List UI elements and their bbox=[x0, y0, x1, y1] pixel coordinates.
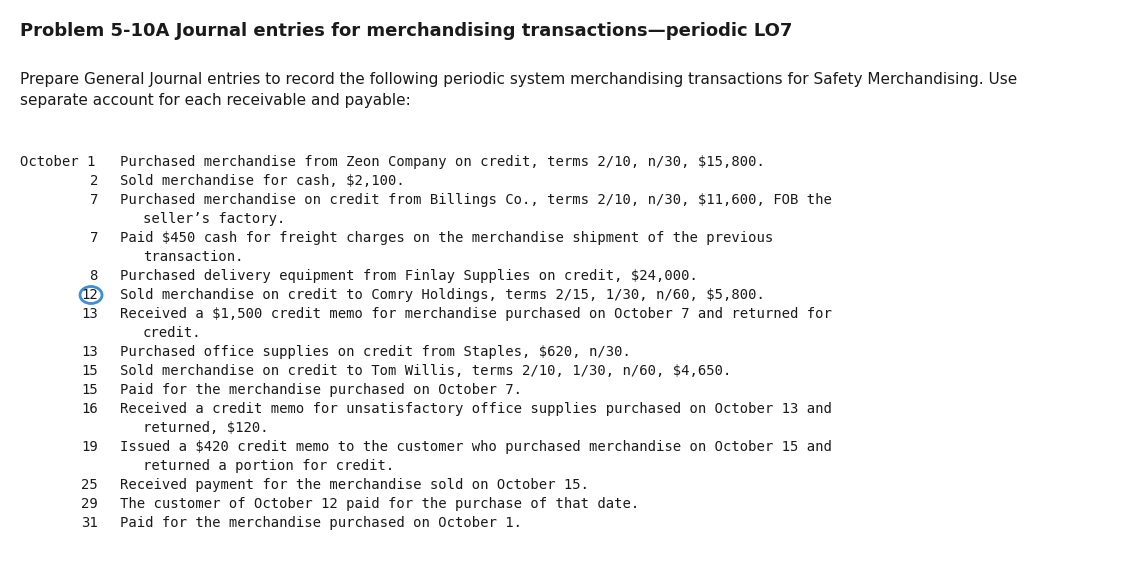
Text: Purchased office supplies on credit from Staples, $620, n/30.: Purchased office supplies on credit from… bbox=[121, 345, 631, 359]
Text: returned a portion for credit.: returned a portion for credit. bbox=[144, 459, 394, 473]
Text: Purchased delivery equipment from Finlay Supplies on credit, $24,000.: Purchased delivery equipment from Finlay… bbox=[121, 269, 698, 283]
Text: 2: 2 bbox=[90, 174, 98, 188]
Text: Paid $450 cash for freight charges on the merchandise shipment of the previous: Paid $450 cash for freight charges on th… bbox=[121, 231, 774, 245]
Text: 7: 7 bbox=[90, 193, 98, 207]
Text: seller’s factory.: seller’s factory. bbox=[144, 212, 286, 226]
Text: Problem 5-10A Journal entries for merchandising transactions—periodic LO7: Problem 5-10A Journal entries for mercha… bbox=[20, 22, 792, 40]
Text: Received payment for the merchandise sold on October 15.: Received payment for the merchandise sol… bbox=[121, 478, 589, 492]
Text: Sold merchandise on credit to Comry Holdings, terms 2/15, 1/30, n/60, $5,800.: Sold merchandise on credit to Comry Hold… bbox=[121, 288, 765, 302]
Text: 19: 19 bbox=[82, 440, 98, 454]
Text: Issued a $420 credit memo to the customer who purchased merchandise on October 1: Issued a $420 credit memo to the custome… bbox=[121, 440, 832, 454]
Text: Purchased merchandise on credit from Billings Co., terms 2/10, n/30, $11,600, FO: Purchased merchandise on credit from Bil… bbox=[121, 193, 832, 207]
Text: Paid for the merchandise purchased on October 7.: Paid for the merchandise purchased on Oc… bbox=[121, 383, 522, 397]
Text: 13: 13 bbox=[82, 307, 98, 321]
Text: Prepare General Journal entries to record the following periodic system merchand: Prepare General Journal entries to recor… bbox=[20, 72, 1017, 108]
Text: credit.: credit. bbox=[144, 326, 202, 340]
Text: Received a $1,500 credit memo for merchandise purchased on October 7 and returne: Received a $1,500 credit memo for mercha… bbox=[121, 307, 832, 321]
Text: Paid for the merchandise purchased on October 1.: Paid for the merchandise purchased on Oc… bbox=[121, 516, 522, 530]
Text: 15: 15 bbox=[82, 364, 98, 378]
Text: 8: 8 bbox=[90, 269, 98, 283]
Text: Purchased merchandise from Zeon Company on credit, terms 2/10, n/30, $15,800.: Purchased merchandise from Zeon Company … bbox=[121, 155, 765, 169]
Text: 16: 16 bbox=[82, 402, 98, 416]
Text: The customer of October 12 paid for the purchase of that date.: The customer of October 12 paid for the … bbox=[121, 497, 639, 511]
Text: 29: 29 bbox=[82, 497, 98, 511]
Text: 13: 13 bbox=[82, 345, 98, 359]
Text: Sold merchandise for cash, $2,100.: Sold merchandise for cash, $2,100. bbox=[121, 174, 405, 188]
Text: 31: 31 bbox=[82, 516, 98, 530]
Text: Received a credit memo for unsatisfactory office supplies purchased on October 1: Received a credit memo for unsatisfactor… bbox=[121, 402, 832, 416]
Text: 25: 25 bbox=[82, 478, 98, 492]
Text: 15: 15 bbox=[82, 383, 98, 397]
Text: October 1: October 1 bbox=[20, 155, 95, 169]
Text: Sold merchandise on credit to Tom Willis, terms 2/10, 1/30, n/60, $4,650.: Sold merchandise on credit to Tom Willis… bbox=[121, 364, 731, 378]
Text: returned, $120.: returned, $120. bbox=[144, 421, 269, 435]
Text: 7: 7 bbox=[90, 231, 98, 245]
Text: transaction.: transaction. bbox=[144, 250, 243, 264]
Text: 12: 12 bbox=[82, 288, 98, 302]
